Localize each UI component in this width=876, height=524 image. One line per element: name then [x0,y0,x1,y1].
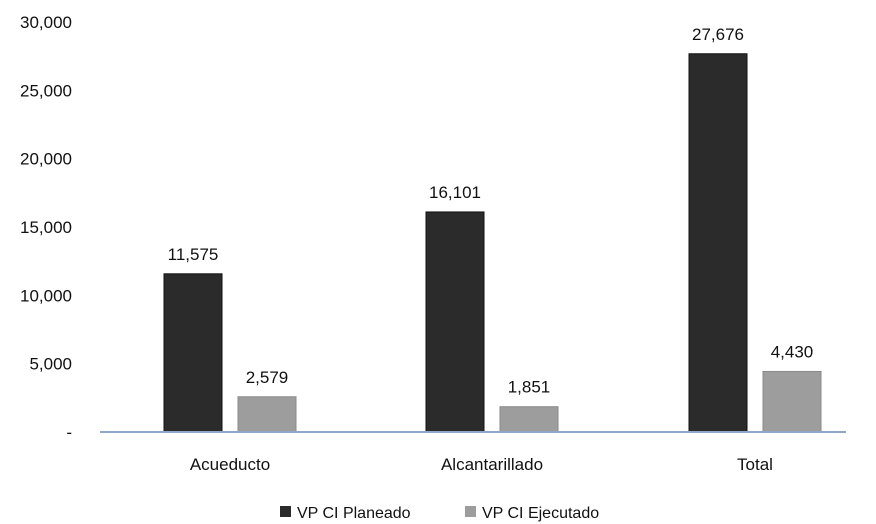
y-tick-label: 5,000 [29,355,72,374]
data-labels-group: 11,575 2,579 16,101 1,851 27,676 4,430 [168,25,814,397]
x-category-label: Acueducto [190,455,270,474]
x-category-label: Total [737,455,773,474]
data-label: 4,430 [771,342,814,361]
x-axis-category-labels: Acueducto Alcantarillado Total [190,455,773,474]
bar-ejecutado-alcantarillado [499,406,559,433]
bars-group [163,53,822,433]
legend-label-planeado: VP CI Planeado [297,505,411,522]
bar-ejecutado-total [762,370,822,433]
y-tick-label: 20,000 [20,150,72,169]
y-tick-label: - [66,423,72,442]
y-tick-label: 30,000 [20,13,72,32]
legend-swatch-planeado [280,506,291,517]
bar-planeado-alcantarillado [425,211,485,433]
data-label: 1,851 [508,378,551,397]
bar-planeado-acueducto [163,273,223,433]
data-label: 2,579 [246,368,289,387]
y-tick-label: 10,000 [20,286,72,305]
bar-planeado-total [688,53,748,433]
legend-swatch-ejecutado [465,506,476,517]
y-tick-label: 15,000 [20,218,72,237]
y-tick-label: 25,000 [20,81,72,100]
data-label: 27,676 [692,25,744,44]
x-category-label: Alcantarillado [441,455,543,474]
data-label: 11,575 [168,245,219,264]
legend-label-ejecutado: VP CI Ejecutado [482,505,599,522]
bar-ejecutado-acueducto [237,396,297,433]
data-label: 16,101 [429,183,481,202]
y-axis-tick-labels: - 5,000 10,000 15,000 20,000 25,000 30,000 [20,13,72,442]
legend: VP CI Planeado VP CI Ejecutado [280,505,599,522]
